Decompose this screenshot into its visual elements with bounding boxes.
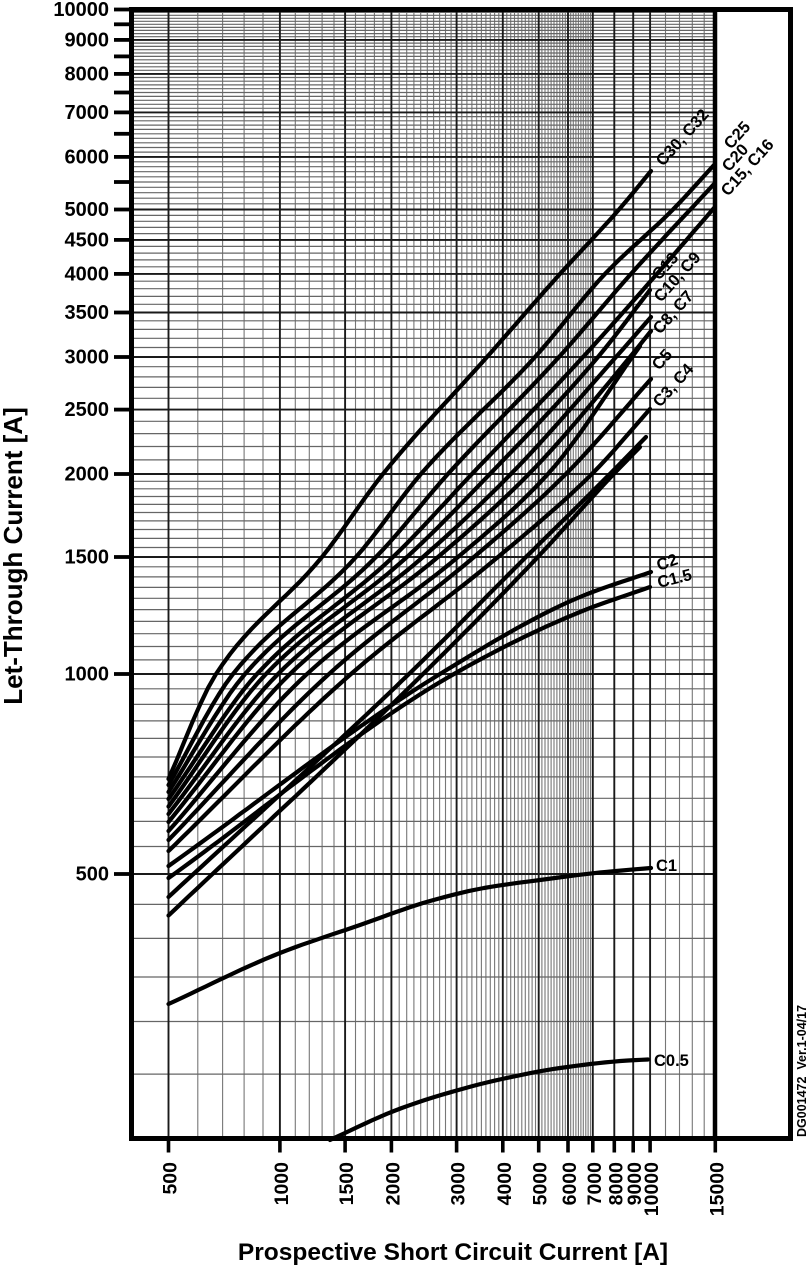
svg-text:500: 500 xyxy=(76,864,109,886)
svg-text:DG001472 Ver.1-04/17: DG001472 Ver.1-04/17 xyxy=(795,1005,809,1137)
svg-text:3000: 3000 xyxy=(448,1162,470,1206)
svg-text:9000: 9000 xyxy=(65,29,110,51)
svg-text:3000: 3000 xyxy=(65,347,110,369)
svg-text:Prospective Short Circuit Curr: Prospective Short Circuit Current [A] xyxy=(238,1239,668,1266)
svg-text:6000: 6000 xyxy=(65,146,110,168)
svg-text:7000: 7000 xyxy=(65,102,110,124)
svg-text:10000: 10000 xyxy=(53,0,109,21)
svg-text:8000: 8000 xyxy=(605,1162,627,1206)
svg-text:4000: 4000 xyxy=(65,263,110,285)
svg-text:7000: 7000 xyxy=(584,1162,606,1206)
svg-text:5000: 5000 xyxy=(65,199,110,221)
svg-text:1500: 1500 xyxy=(65,547,110,569)
svg-text:1500: 1500 xyxy=(336,1162,358,1206)
svg-text:C0.5: C0.5 xyxy=(654,1052,689,1070)
svg-text:1000: 1000 xyxy=(271,1162,293,1206)
svg-text:1000: 1000 xyxy=(65,664,110,686)
svg-text:2000: 2000 xyxy=(382,1162,404,1206)
svg-text:9000: 9000 xyxy=(624,1162,646,1206)
svg-text:5000: 5000 xyxy=(530,1162,552,1206)
svg-text:Let-Through Current [A]: Let-Through Current [A] xyxy=(0,407,28,705)
svg-text:4000: 4000 xyxy=(494,1162,516,1206)
svg-text:500: 500 xyxy=(160,1162,182,1195)
svg-text:8000: 8000 xyxy=(65,63,110,85)
svg-text:2500: 2500 xyxy=(65,399,110,421)
svg-text:6000: 6000 xyxy=(559,1162,581,1206)
svg-text:15000: 15000 xyxy=(706,1162,728,1216)
svg-text:3500: 3500 xyxy=(65,302,110,324)
svg-text:C1: C1 xyxy=(656,857,677,875)
svg-text:10000: 10000 xyxy=(641,1162,663,1216)
svg-text:2000: 2000 xyxy=(65,464,110,486)
svg-text:4500: 4500 xyxy=(65,229,110,251)
